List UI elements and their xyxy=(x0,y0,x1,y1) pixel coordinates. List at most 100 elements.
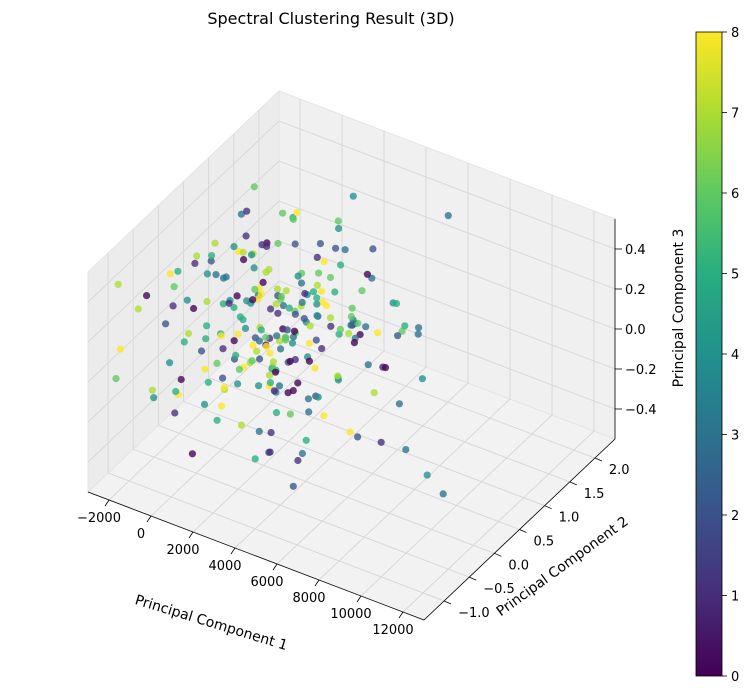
y-tick-label: 1.5 xyxy=(584,487,605,502)
data-point xyxy=(251,285,259,293)
data-point xyxy=(334,217,342,225)
data-point xyxy=(291,240,299,248)
data-point xyxy=(269,358,277,366)
data-point xyxy=(347,312,355,321)
data-point xyxy=(112,375,120,383)
data-point xyxy=(262,342,270,350)
gridline xyxy=(258,329,596,459)
data-point xyxy=(190,304,198,313)
data-point xyxy=(312,336,320,344)
data-point xyxy=(143,292,151,300)
data-point xyxy=(311,364,319,372)
data-point xyxy=(313,281,321,289)
x-tick-label: 0 xyxy=(137,527,145,542)
data-point xyxy=(266,448,274,456)
data-point xyxy=(219,274,228,282)
x-axis-label: Principal Component 1 xyxy=(133,592,289,654)
data-point xyxy=(327,322,335,330)
colorbar: 0 1 2 3 4 5 6 7 8 xyxy=(695,26,739,685)
data-point xyxy=(219,345,227,353)
data-point xyxy=(256,355,264,363)
data-point xyxy=(219,374,227,382)
data-point xyxy=(211,239,219,247)
data-point xyxy=(243,207,251,215)
data-point xyxy=(374,329,382,337)
data-point xyxy=(294,379,302,387)
data-point xyxy=(180,338,188,346)
x-tick-label: 4000 xyxy=(208,559,241,574)
data-point xyxy=(172,387,180,396)
y-tick-label: 0.0 xyxy=(508,558,529,573)
data-point xyxy=(250,264,258,272)
data-point xyxy=(401,322,409,330)
data-point xyxy=(255,382,263,390)
data-point xyxy=(170,283,178,291)
data-point xyxy=(267,305,275,313)
data-point xyxy=(277,345,285,353)
gridlines xyxy=(87,99,616,613)
data-point xyxy=(302,436,310,444)
data-point xyxy=(313,294,321,302)
colorbar-tick-label: 1 xyxy=(731,590,739,605)
data-point xyxy=(322,301,330,310)
gridline xyxy=(87,280,280,463)
data-point xyxy=(237,421,245,429)
x-tick-label: −2000 xyxy=(77,511,121,526)
data-point xyxy=(439,490,447,498)
data-point xyxy=(150,394,158,402)
data-point xyxy=(336,325,344,333)
data-point xyxy=(275,382,284,390)
gridline xyxy=(87,120,280,303)
gridline xyxy=(278,120,616,250)
gridline xyxy=(278,280,616,410)
data-point xyxy=(255,337,263,345)
data-point xyxy=(251,455,259,463)
data-point xyxy=(166,270,174,278)
data-point xyxy=(337,261,345,269)
data-point xyxy=(177,375,185,384)
gridline xyxy=(208,377,545,507)
data-point xyxy=(234,330,242,338)
data-point xyxy=(335,224,343,233)
x-tick-label: 2000 xyxy=(166,543,199,558)
y-tick-mark xyxy=(469,576,477,581)
data-point xyxy=(169,302,177,310)
data-point xyxy=(423,471,431,479)
data-point xyxy=(398,327,406,335)
data-point xyxy=(414,330,422,338)
data-point xyxy=(318,345,326,353)
data-point xyxy=(202,335,210,343)
data-point xyxy=(284,389,292,397)
data-point xyxy=(350,339,358,347)
data-point xyxy=(291,310,299,318)
data-point xyxy=(201,365,209,373)
data-point xyxy=(207,257,215,265)
data-point xyxy=(239,248,247,256)
data-point xyxy=(309,288,318,296)
y-tick-label: 0.5 xyxy=(534,535,555,550)
data-point xyxy=(258,241,266,249)
data-point xyxy=(248,357,256,365)
y-tick-mark xyxy=(569,481,577,486)
y-tick-mark xyxy=(594,457,603,462)
gridline xyxy=(87,160,280,343)
data-point xyxy=(265,265,273,274)
colorbar-tick-label: 8 xyxy=(731,26,739,41)
data-point xyxy=(306,322,314,330)
data-point xyxy=(370,389,378,397)
data-point xyxy=(230,243,238,251)
x-tick-mark xyxy=(398,611,404,619)
data-point xyxy=(257,326,265,334)
data-point xyxy=(240,256,248,264)
data-point xyxy=(346,428,354,436)
data-point xyxy=(331,288,339,296)
y-tick-mark xyxy=(544,505,552,510)
data-point xyxy=(242,232,250,240)
colorbar-tick-label: 7 xyxy=(731,107,739,122)
data-point xyxy=(402,446,410,454)
data-point xyxy=(349,192,357,200)
data-point xyxy=(193,252,201,260)
